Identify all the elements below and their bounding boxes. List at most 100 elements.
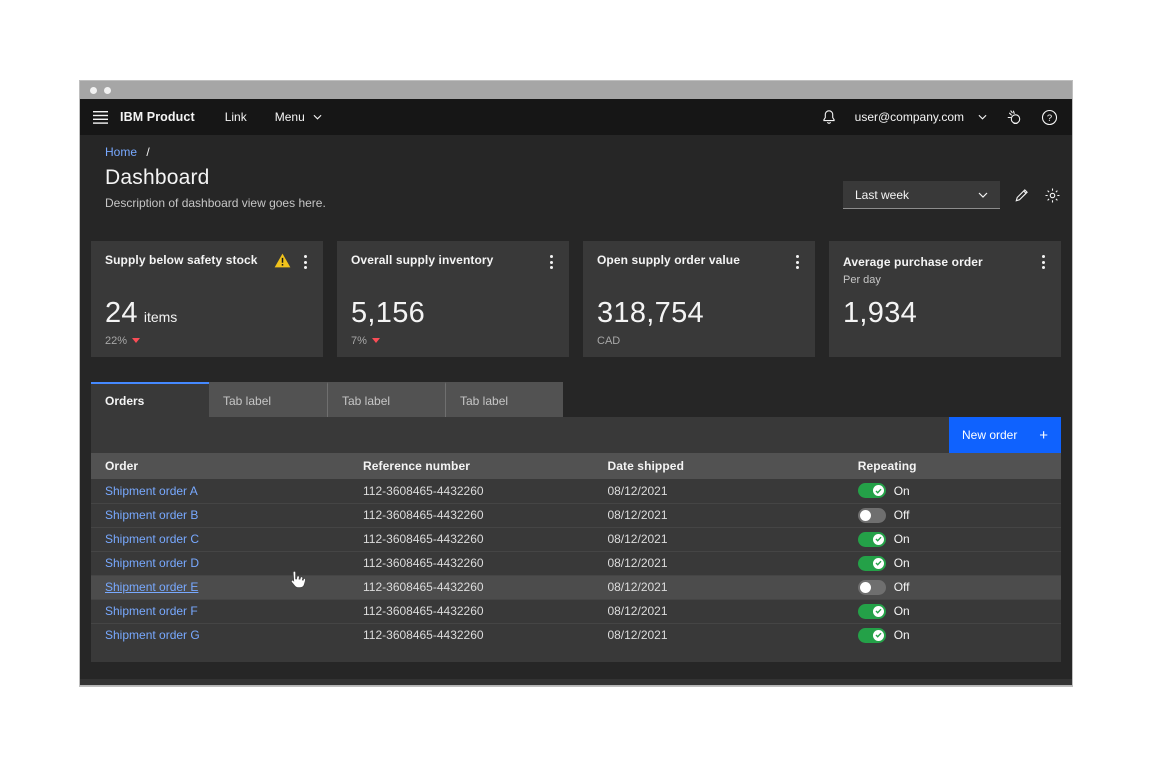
table-row[interactable]: Shipment order C 112-3608465-4432260 08/… (91, 526, 1061, 551)
page-description: Description of dashboard view goes here. (105, 196, 326, 210)
page-title: Dashboard (105, 166, 210, 189)
plus-icon: + (1039, 426, 1048, 444)
svg-text:?: ? (1047, 113, 1052, 124)
tab-label-3[interactable]: Tab label (445, 382, 563, 417)
repeating-toggle[interactable] (857, 603, 886, 619)
date-shipped-cell: 08/12/2021 (593, 502, 844, 527)
breadcrumb-separator: / (146, 145, 150, 159)
order-link[interactable]: Shipment order B (105, 508, 199, 522)
reference-cell: 112-3608465-4432260 (349, 550, 594, 575)
edit-pencil-icon (1015, 189, 1028, 202)
reference-cell: 112-3608465-4432260 (349, 526, 594, 551)
toggle-state-label: Off (893, 580, 910, 594)
table-row[interactable]: Shipment order A 112-3608465-4432260 08/… (91, 479, 1061, 503)
table-row[interactable]: Shipment order F 112-3608465-4432260 08/… (91, 598, 1061, 623)
column-header-date-shipped[interactable]: Date shipped (593, 453, 844, 479)
trend-value: 7% (351, 334, 367, 347)
card-overflow-menu[interactable] (793, 253, 802, 271)
column-header-repeating[interactable]: Repeating (843, 453, 1061, 479)
orders-table: Order Reference number Date shipped Repe… (91, 453, 1061, 647)
card-average-purchase-order: Average purchase order Per day 1,934 (829, 241, 1061, 357)
trend-value: 22% (105, 334, 128, 347)
header-nav-link[interactable]: Link (224, 110, 247, 124)
page-content: Home / Dashboard Description of dashboar… (80, 135, 1072, 679)
window-dot[interactable] (90, 86, 97, 94)
user-email: user@company.com (854, 110, 964, 124)
card-open-supply-order-value: Open supply order value 318,754 CAD (583, 241, 815, 357)
order-link[interactable]: Shipment order E (105, 580, 199, 594)
card-title: Average purchase order (843, 255, 983, 269)
card-unit: items (143, 309, 178, 325)
table-toolbar: New order + (91, 417, 1061, 453)
reference-cell: 112-3608465-4432260 (349, 502, 594, 527)
order-link[interactable]: Shipment order D (105, 556, 200, 570)
settings-button[interactable] (1044, 187, 1061, 204)
date-shipped-cell: 08/12/2021 (593, 526, 844, 551)
repeating-toggle[interactable] (857, 507, 886, 523)
order-link[interactable]: Shipment order F (105, 604, 198, 618)
breadcrumb-home-link[interactable]: Home (105, 145, 138, 159)
user-account-menu[interactable]: user@company.com (855, 110, 987, 124)
help-question-icon: ? (1041, 109, 1058, 125)
help-button[interactable]: ? (1041, 109, 1058, 126)
chevron-down-icon (978, 192, 988, 198)
table-header-row: Order Reference number Date shipped Repe… (91, 453, 1061, 479)
toggle-knob (859, 509, 871, 521)
idea-button[interactable] (1005, 108, 1023, 126)
window-titlebar (80, 81, 1072, 99)
reference-cell: 112-3608465-4432260 (349, 574, 594, 599)
order-link[interactable]: Shipment order A (105, 483, 198, 498)
table-row[interactable]: Shipment order B 112-3608465-4432260 08/… (91, 502, 1061, 527)
edit-dashboard-button[interactable] (1014, 187, 1030, 203)
reference-cell: 112-3608465-4432260 (349, 622, 594, 647)
header-nav-menu[interactable]: Menu (275, 110, 322, 124)
time-range-dropdown[interactable]: Last week (843, 181, 1000, 209)
column-header-order[interactable]: Order (91, 453, 350, 479)
toggle-state-label: On (893, 532, 910, 546)
reference-cell: 112-3608465-4432260 (349, 598, 594, 623)
date-shipped-cell: 08/12/2021 (607, 483, 668, 498)
check-icon (875, 536, 882, 542)
card-overflow-menu[interactable] (1039, 253, 1048, 271)
hamburger-menu-button[interactable] (80, 99, 120, 135)
tab-label-1[interactable]: Tab label (209, 382, 327, 417)
table-row[interactable]: Shipment order E 112-3608465-4432260 08/… (91, 574, 1061, 599)
order-link[interactable]: Shipment order G (105, 628, 200, 643)
toggle-state-label: On (893, 483, 910, 498)
hamburger-icon (92, 110, 108, 124)
trend-down-icon (132, 338, 141, 343)
toggle-state-label: Off (893, 508, 910, 522)
date-shipped-cell: 08/12/2021 (593, 550, 844, 575)
order-link[interactable]: Shipment order C (105, 532, 200, 546)
tab-orders[interactable]: Orders (91, 382, 209, 417)
column-header-reference[interactable]: Reference number (349, 453, 594, 479)
table-row[interactable]: Shipment order G 112-3608465-4432260 08/… (91, 622, 1061, 647)
toggle-knob (872, 629, 884, 641)
window-dot[interactable] (104, 86, 111, 94)
card-overflow-menu[interactable] (547, 253, 556, 271)
check-icon (875, 608, 882, 614)
warning-icon (274, 253, 291, 268)
repeating-toggle[interactable] (857, 579, 886, 595)
reference-cell: 112-3608465-4432260 (363, 483, 484, 498)
notifications-button[interactable] (821, 109, 837, 125)
app-window: IBM Product Link Menu user@company. (80, 81, 1072, 686)
check-icon (875, 632, 882, 638)
bell-icon (823, 110, 835, 124)
card-overall-supply-inventory: Overall supply inventory 5,156 7% (337, 241, 569, 357)
repeating-toggle[interactable] (857, 531, 886, 547)
card-overflow-menu[interactable] (301, 253, 310, 271)
toggle-knob (872, 605, 884, 617)
new-order-button[interactable]: New order + (949, 417, 1061, 453)
repeating-toggle[interactable] (857, 483, 886, 499)
tab-label-2[interactable]: Tab label (327, 382, 445, 417)
card-title: Supply below safety stock (105, 253, 258, 267)
table-row[interactable]: Shipment order D 112-3608465-4432260 08/… (91, 550, 1061, 575)
repeating-toggle[interactable] (857, 627, 886, 643)
time-range-value: Last week (855, 187, 910, 202)
card-value: 1,934 (843, 297, 918, 329)
page-header: Home / Dashboard Description of dashboar… (91, 135, 1061, 210)
card-subtitle: Per day (843, 274, 881, 286)
card-value: 5,156 (351, 297, 426, 329)
repeating-toggle[interactable] (857, 555, 886, 571)
